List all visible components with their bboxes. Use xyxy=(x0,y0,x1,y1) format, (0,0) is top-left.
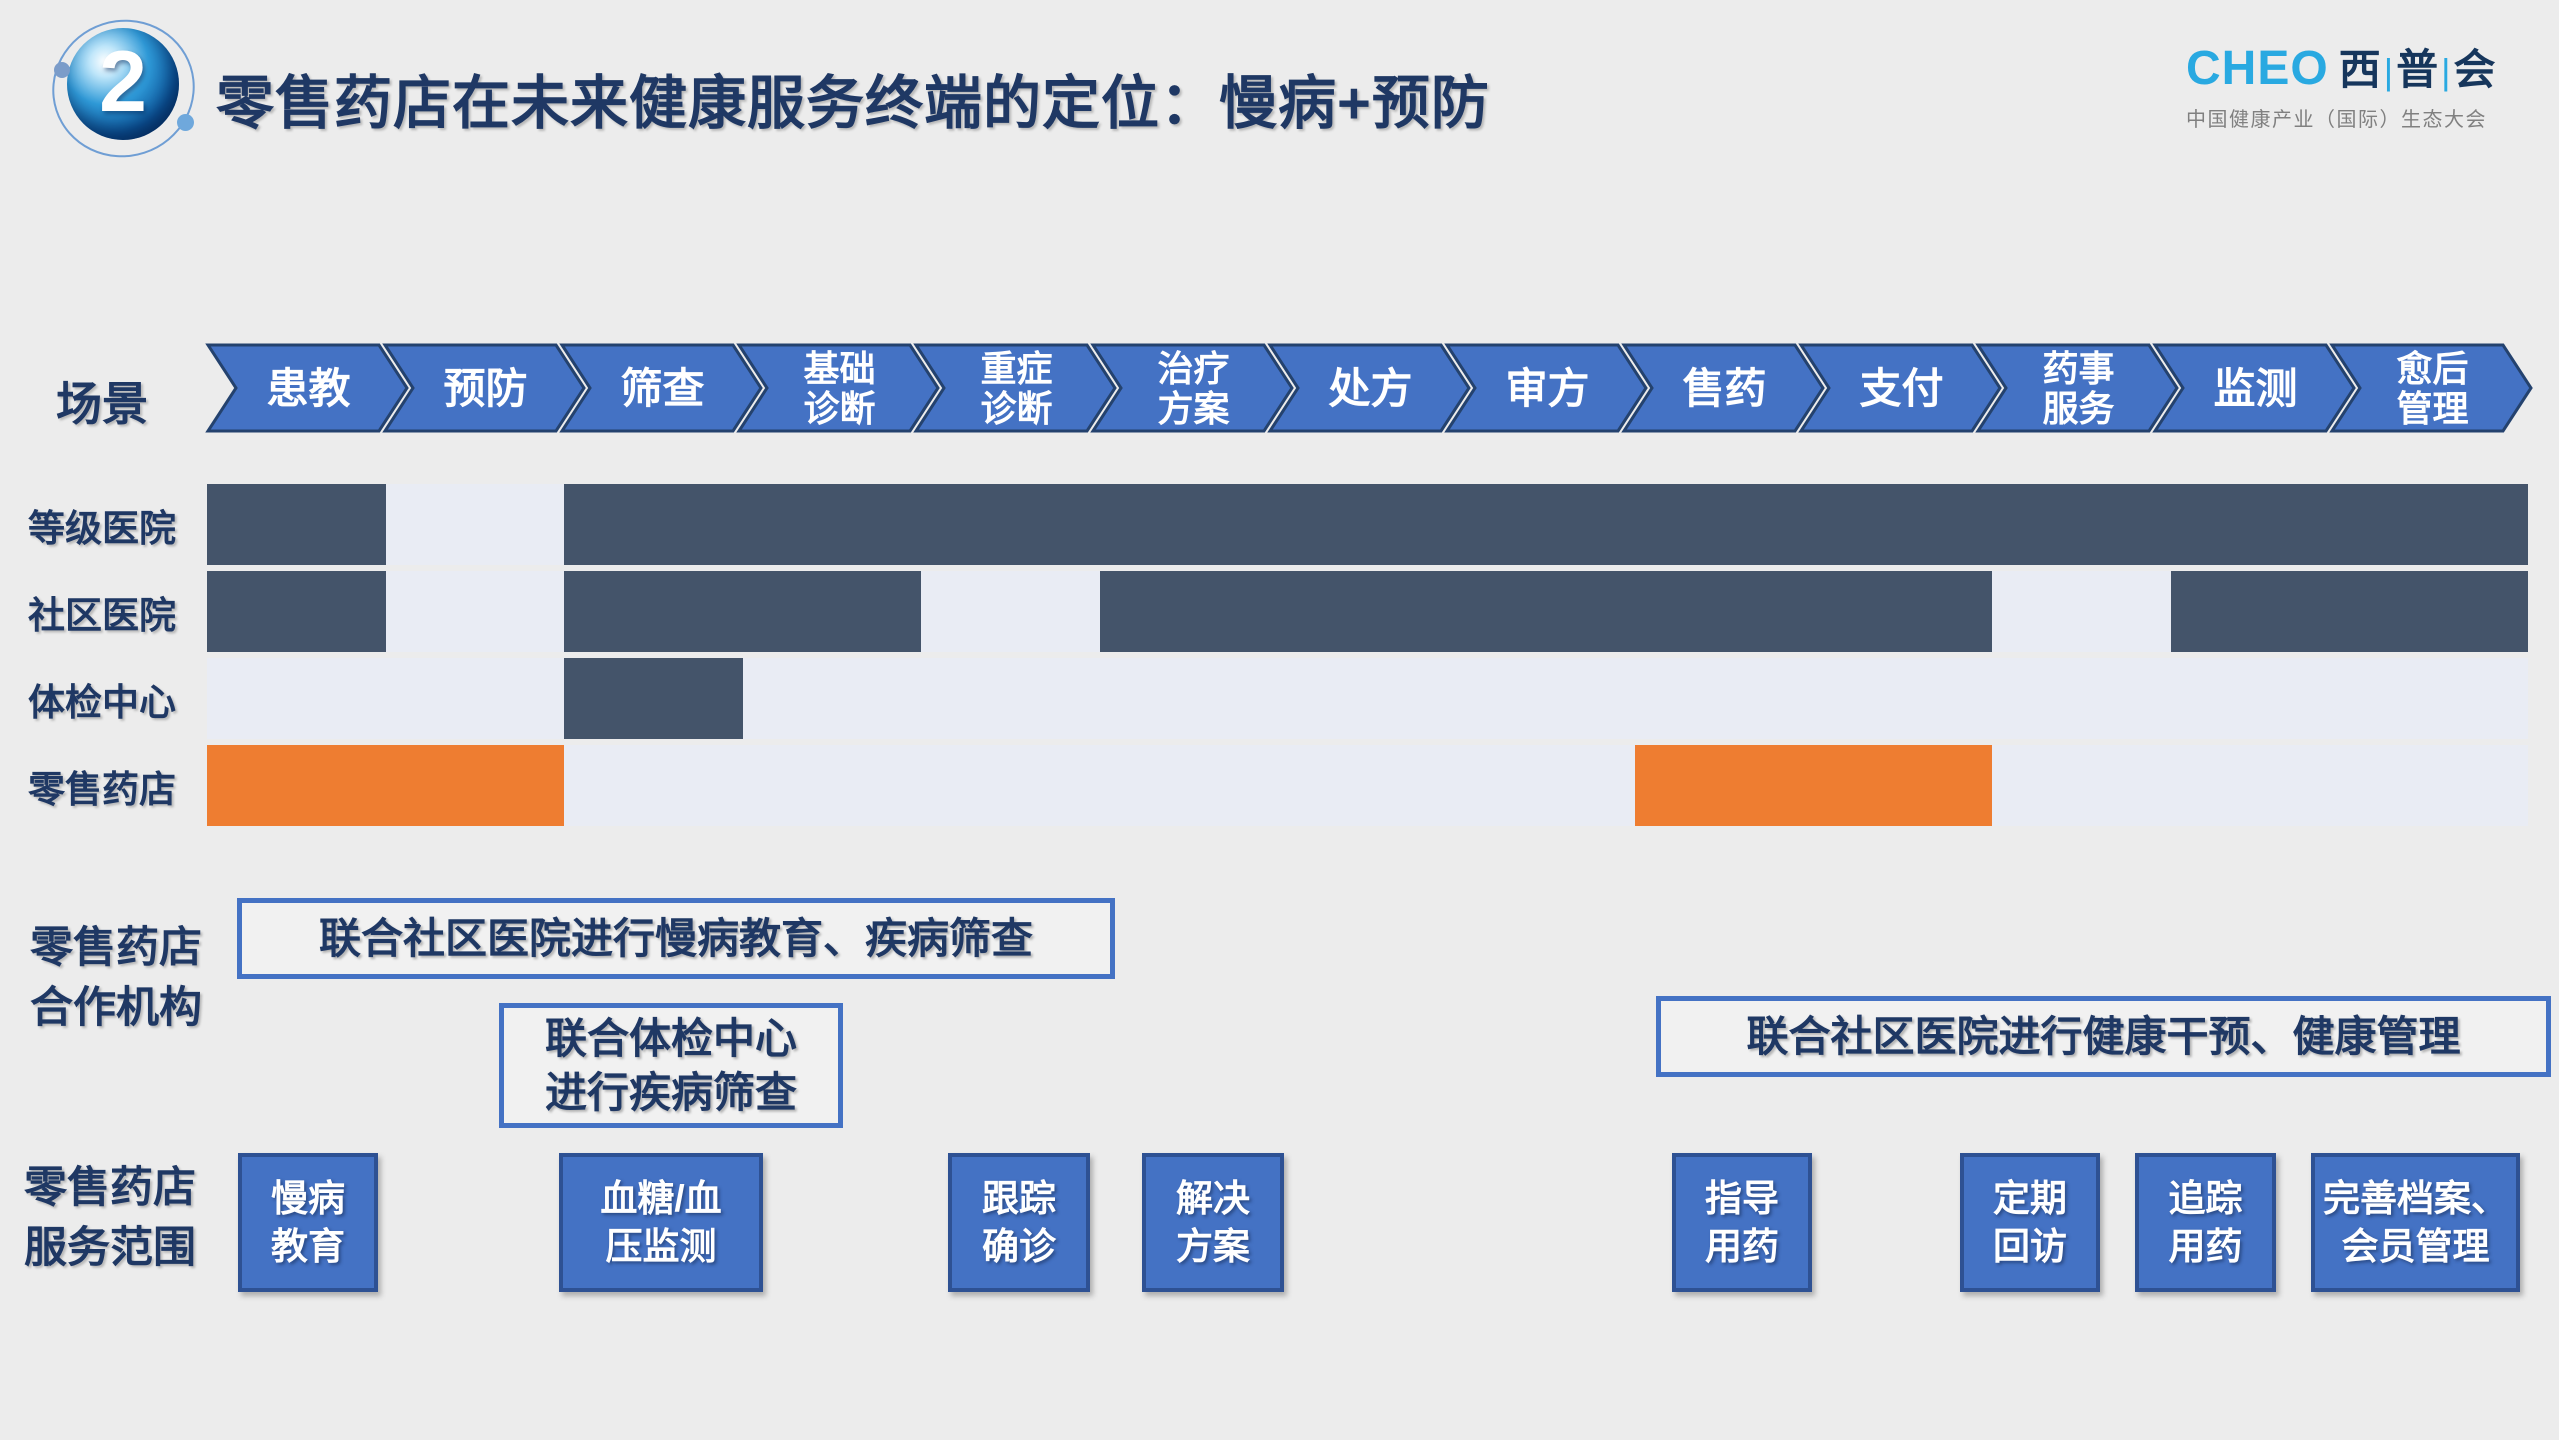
scene-step-label-4: 基础诊断 xyxy=(803,348,875,429)
service-box-text-line: 慢病 xyxy=(271,1177,345,1219)
service-box-8: 完善档案、 会员管理 xyxy=(2311,1153,2520,1292)
scene-step-shape-3 xyxy=(559,343,763,433)
scene-step-label-3: 筛查 xyxy=(620,365,704,412)
section-label-line: 零售药店 xyxy=(24,1164,196,1212)
service-box-text-line: 指导 xyxy=(1705,1177,1779,1219)
service-box-text-line: 完善档案、 xyxy=(2323,1177,2508,1219)
scene-chevron-band: 患教 预防 筛查 基础诊断 重症诊断 治疗方案 处方 审方 售药 支付 药事服务 监测 愈后管理 xyxy=(205,343,2533,433)
matrix-segment-r2-c12 xyxy=(2170,571,2528,652)
scene-step-label-10: 支付 xyxy=(1859,365,1943,412)
section-number-badge: 2 xyxy=(34,1,213,176)
scene-step-shape-11 xyxy=(1975,343,2179,433)
matrix-segment-r2-c1 xyxy=(207,571,386,652)
service-box-7: 追踪 用药 xyxy=(2135,1153,2276,1292)
scene-step-label-8: 审方 xyxy=(1505,365,1589,412)
service-box-4: 解决 方案 xyxy=(1142,1153,1284,1292)
service-box-2: 血糖/血压监测 xyxy=(559,1153,763,1292)
callout-text-line: 进行疾病筛查 xyxy=(544,1068,797,1116)
scene-step-label-7: 处方 xyxy=(1328,365,1412,412)
matrix-segment-r2-c6 xyxy=(1099,571,1993,652)
service-box-text-line: 用药 xyxy=(2168,1225,2243,1267)
matrix-segment-r4-c1 xyxy=(207,745,565,826)
page-title: 零售药店在未来健康服务终端的定位：慢病+预防 xyxy=(216,71,1490,136)
brand-logo-cheo: CHEO xyxy=(2186,42,2329,95)
partner-callout-1: 联合社区医院进行慢病教育、疾病筛查 xyxy=(237,898,1115,979)
scene-band-label: 场景 xyxy=(56,378,148,430)
service-box-text-line: 解决 xyxy=(1176,1177,1250,1219)
scene-step-label-5: 重症诊断 xyxy=(980,348,1052,429)
services-section-label: 零售药店 服务范围 xyxy=(24,1158,196,1278)
scene-step-label-13: 愈后管理 xyxy=(2396,348,2468,429)
matrix-row-strip-2 xyxy=(207,571,2528,652)
service-box-3: 跟踪 确诊 xyxy=(948,1153,1090,1292)
service-box-text-line: 方案 xyxy=(1176,1225,1250,1267)
brand-logo: CHEO 西|普|会 中国健康产业（国际）生态大会 xyxy=(2186,36,2495,132)
scene-step-shape-4 xyxy=(736,343,940,433)
service-box-1: 慢病 教育 xyxy=(238,1153,378,1292)
callout-text-line: 联合社区医院进行慢病教育、疾病筛查 xyxy=(318,914,1033,962)
scene-step-shape-10 xyxy=(1798,343,2002,433)
matrix-row-label-4: 零售药店 xyxy=(28,768,176,810)
service-box-text-line: 会员管理 xyxy=(2341,1225,2490,1267)
partners-section-label: 零售药店 合作机构 xyxy=(30,918,202,1038)
badge-dot-right xyxy=(177,114,194,131)
scene-step-shape-1 xyxy=(205,343,409,433)
matrix-row-label-2: 社区医院 xyxy=(28,594,176,636)
service-box-text-line: 压监测 xyxy=(605,1225,717,1267)
matrix-segment-r2-c3 xyxy=(564,571,922,652)
callout-text-line: 联合社区医院进行健康干预、健康管理 xyxy=(1746,1012,2461,1060)
scene-step-shape-5 xyxy=(913,343,1117,433)
partner-callout-3: 联合社区医院进行健康干预、健康管理 xyxy=(1656,996,2551,1077)
scene-step-label-11: 药事服务 xyxy=(2042,348,2114,429)
service-box-text-line: 定期 xyxy=(1993,1177,2067,1219)
brand-logo-top: CHEO 西|普|会 xyxy=(2186,36,2495,97)
matrix-segment-r3-c3 xyxy=(564,658,743,739)
scene-step-shape-8 xyxy=(1444,343,1648,433)
section-label-line: 服务范围 xyxy=(24,1224,196,1272)
scene-step-label-12: 监测 xyxy=(2213,365,2297,412)
matrix-row-strip-1 xyxy=(207,484,2528,565)
partner-callout-2: 联合体检中心 进行疾病筛查 xyxy=(499,1003,843,1128)
service-box-text-line: 追踪 xyxy=(2168,1177,2243,1219)
brand-logo-subtitle: 中国健康产业（国际）生态大会 xyxy=(2186,109,2487,131)
scene-step-shape-2 xyxy=(382,343,586,433)
scene-step-shape-13 xyxy=(2329,343,2533,433)
matrix-row-strip-4 xyxy=(207,745,2528,826)
section-label-line: 零售药店 xyxy=(30,924,202,972)
matrix-segment-r1-c3 xyxy=(564,484,2528,565)
scene-step-shape-6 xyxy=(1090,343,1294,433)
matrix-row-label-3: 体检中心 xyxy=(28,681,176,723)
service-box-text-line: 血糖/血 xyxy=(600,1177,722,1219)
scene-step-label-1: 患教 xyxy=(266,365,350,412)
matrix-segment-r1-c1 xyxy=(207,484,386,565)
service-box-5: 指导 用药 xyxy=(1672,1153,1812,1292)
scene-step-label-2: 预防 xyxy=(443,365,527,412)
brand-logo-cn: 西|普|会 xyxy=(2338,46,2496,93)
scene-step-label-6: 治疗方案 xyxy=(1157,348,1230,429)
logo-separator: | xyxy=(2383,51,2394,92)
service-box-text-line: 回访 xyxy=(1993,1225,2067,1267)
logo-separator: | xyxy=(2441,51,2451,92)
matrix-segment-r4-c9 xyxy=(1635,745,1993,826)
matrix-row-label-1: 等级医院 xyxy=(28,507,176,549)
service-box-text-line: 用药 xyxy=(1705,1225,1779,1267)
badge-dot-left xyxy=(54,62,70,78)
scene-step-shape-9 xyxy=(1621,343,1825,433)
matrix-row-strip-3 xyxy=(207,658,2528,739)
callout-text-line: 联合体检中心 xyxy=(544,1014,797,1062)
badge-sphere xyxy=(67,28,179,140)
service-box-text-line: 教育 xyxy=(271,1225,345,1267)
scene-step-shape-12 xyxy=(2152,343,2356,433)
service-box-text-line: 跟踪 xyxy=(982,1177,1056,1219)
service-box-text-line: 确诊 xyxy=(982,1225,1056,1267)
section-label-line: 合作机构 xyxy=(30,984,202,1032)
badge-number: 2 xyxy=(99,33,147,130)
scene-step-shape-7 xyxy=(1267,343,1471,433)
scene-step-label-9: 售药 xyxy=(1682,365,1766,412)
service-box-6: 定期 回访 xyxy=(1960,1153,2100,1292)
